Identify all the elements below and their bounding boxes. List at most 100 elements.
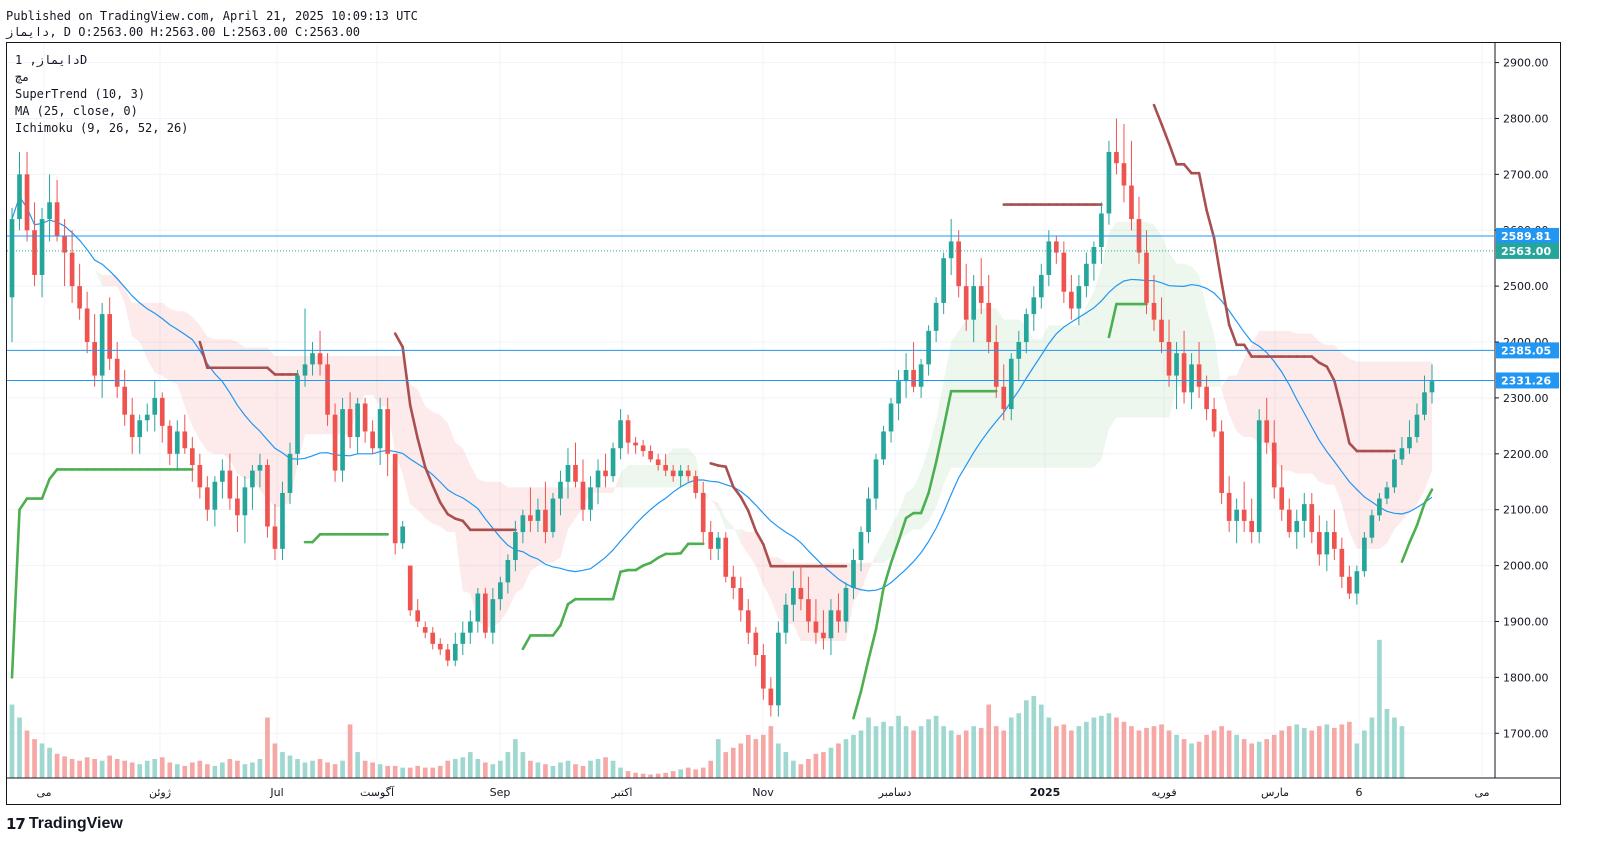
candle-body: [9, 219, 15, 298]
candle-body: [39, 219, 45, 275]
volume-bar: [1031, 695, 1037, 778]
supertrend-segment: [1212, 236, 1223, 285]
candle: [535, 498, 541, 533]
legend-symbol[interactable]: دایماز, 1D: [15, 53, 88, 67]
candle-body: [460, 632, 466, 644]
candle: [918, 358, 924, 398]
supertrend-segment: [656, 552, 667, 560]
candle: [280, 481, 285, 561]
candle-body: [558, 481, 563, 499]
price-chart[interactable]: 2900.002800.002700.002600.002500.002400.…: [7, 43, 1560, 804]
candle-body: [483, 593, 488, 633]
volume-bar: [77, 760, 82, 778]
volume-bar: [1114, 717, 1119, 778]
candle-body: [633, 442, 638, 446]
volume-bar: [813, 753, 819, 778]
candle-body: [1069, 291, 1074, 309]
candle: [1076, 274, 1082, 326]
candle: [272, 504, 278, 561]
candle: [362, 397, 368, 443]
volume-bar: [738, 743, 744, 778]
candle-body: [603, 470, 608, 477]
cloud-segment: [522, 487, 531, 588]
cloud-segment: [1071, 325, 1079, 468]
y-tick-label: 2300.00: [1503, 392, 1549, 405]
cloud-segment: [214, 339, 223, 454]
candle: [933, 297, 939, 343]
candle-body: [1407, 437, 1412, 449]
candle-body: [1099, 213, 1104, 248]
candle-body: [806, 599, 811, 622]
cloud-segment: [139, 302, 148, 359]
volume-bar: [956, 734, 961, 778]
candle-body: [1369, 515, 1375, 538]
candle-body: [445, 649, 451, 661]
candle: [39, 207, 45, 298]
legend-supertrend[interactable]: SuperTrend (10, 3): [15, 87, 146, 101]
candle: [310, 342, 315, 376]
candle: [783, 593, 789, 644]
cloud-segment: [109, 274, 118, 287]
candle-body: [700, 492, 706, 533]
cloud-segment: [1401, 361, 1410, 521]
volume-bar: [54, 753, 60, 778]
candle: [730, 565, 736, 600]
volume-bar: [1121, 721, 1127, 778]
candle: [483, 587, 488, 639]
candle-body: [1301, 504, 1307, 521]
candle-body: [873, 459, 879, 499]
volume-bar: [1129, 726, 1134, 778]
candle: [881, 425, 886, 465]
volume-bar: [355, 752, 360, 778]
candle-body: [791, 587, 796, 605]
supertrend-segment: [754, 529, 765, 546]
candle-body: [452, 643, 458, 661]
candle: [640, 439, 646, 457]
cloud-segment: [1251, 330, 1260, 443]
volume-bar: [896, 715, 901, 778]
candle-body: [963, 286, 969, 320]
candle: [340, 397, 345, 482]
legend-ichimoku[interactable]: Ichimoku (9, 26, 52, 26): [15, 121, 189, 135]
candle: [1316, 515, 1322, 566]
candle: [1414, 403, 1420, 443]
tradingview-logo[interactable]: 𝟭𝟳 TradingView: [6, 815, 123, 833]
candle: [205, 476, 210, 521]
volume-bar: [62, 756, 67, 778]
cloud-segment: [1033, 339, 1042, 468]
volume-bar: [144, 760, 150, 778]
cloud-segment: [207, 336, 215, 454]
x-tick-label: ژوئن: [149, 786, 171, 799]
volume-bar: [776, 743, 781, 778]
candle-body: [776, 632, 781, 706]
cloud-segment: [1281, 330, 1290, 471]
volume-bar: [948, 730, 954, 778]
supertrend-segment: [859, 658, 870, 693]
volume-bar: [1016, 713, 1022, 778]
supertrend-segment: [1152, 103, 1163, 126]
candle: [1054, 235, 1059, 264]
volume-bar: [663, 772, 668, 778]
candle: [1046, 230, 1052, 287]
volume-bar: [1054, 726, 1059, 778]
candle-body: [1279, 487, 1285, 510]
cloud-segment: [650, 464, 659, 488]
volume-bar: [422, 767, 428, 778]
candle: [1241, 481, 1247, 533]
cloud-segment: [725, 518, 734, 530]
candle-body: [723, 537, 729, 577]
legend-ma[interactable]: MA (25, close, 0): [15, 104, 138, 118]
candle-body: [760, 655, 766, 689]
supertrend-segment: [942, 389, 953, 429]
cloud-segment: [154, 302, 163, 376]
volume-bar: [445, 760, 451, 778]
cloud-segment: [177, 311, 185, 407]
x-tick-label: Sep: [490, 786, 511, 799]
supertrend-segment: [401, 345, 412, 407]
volume-bar: [963, 730, 969, 778]
volume-bar: [1241, 739, 1247, 778]
volume-bar: [610, 760, 616, 778]
cloud-segment: [1154, 224, 1162, 418]
candle-body: [858, 532, 864, 561]
candle-body: [956, 241, 961, 287]
